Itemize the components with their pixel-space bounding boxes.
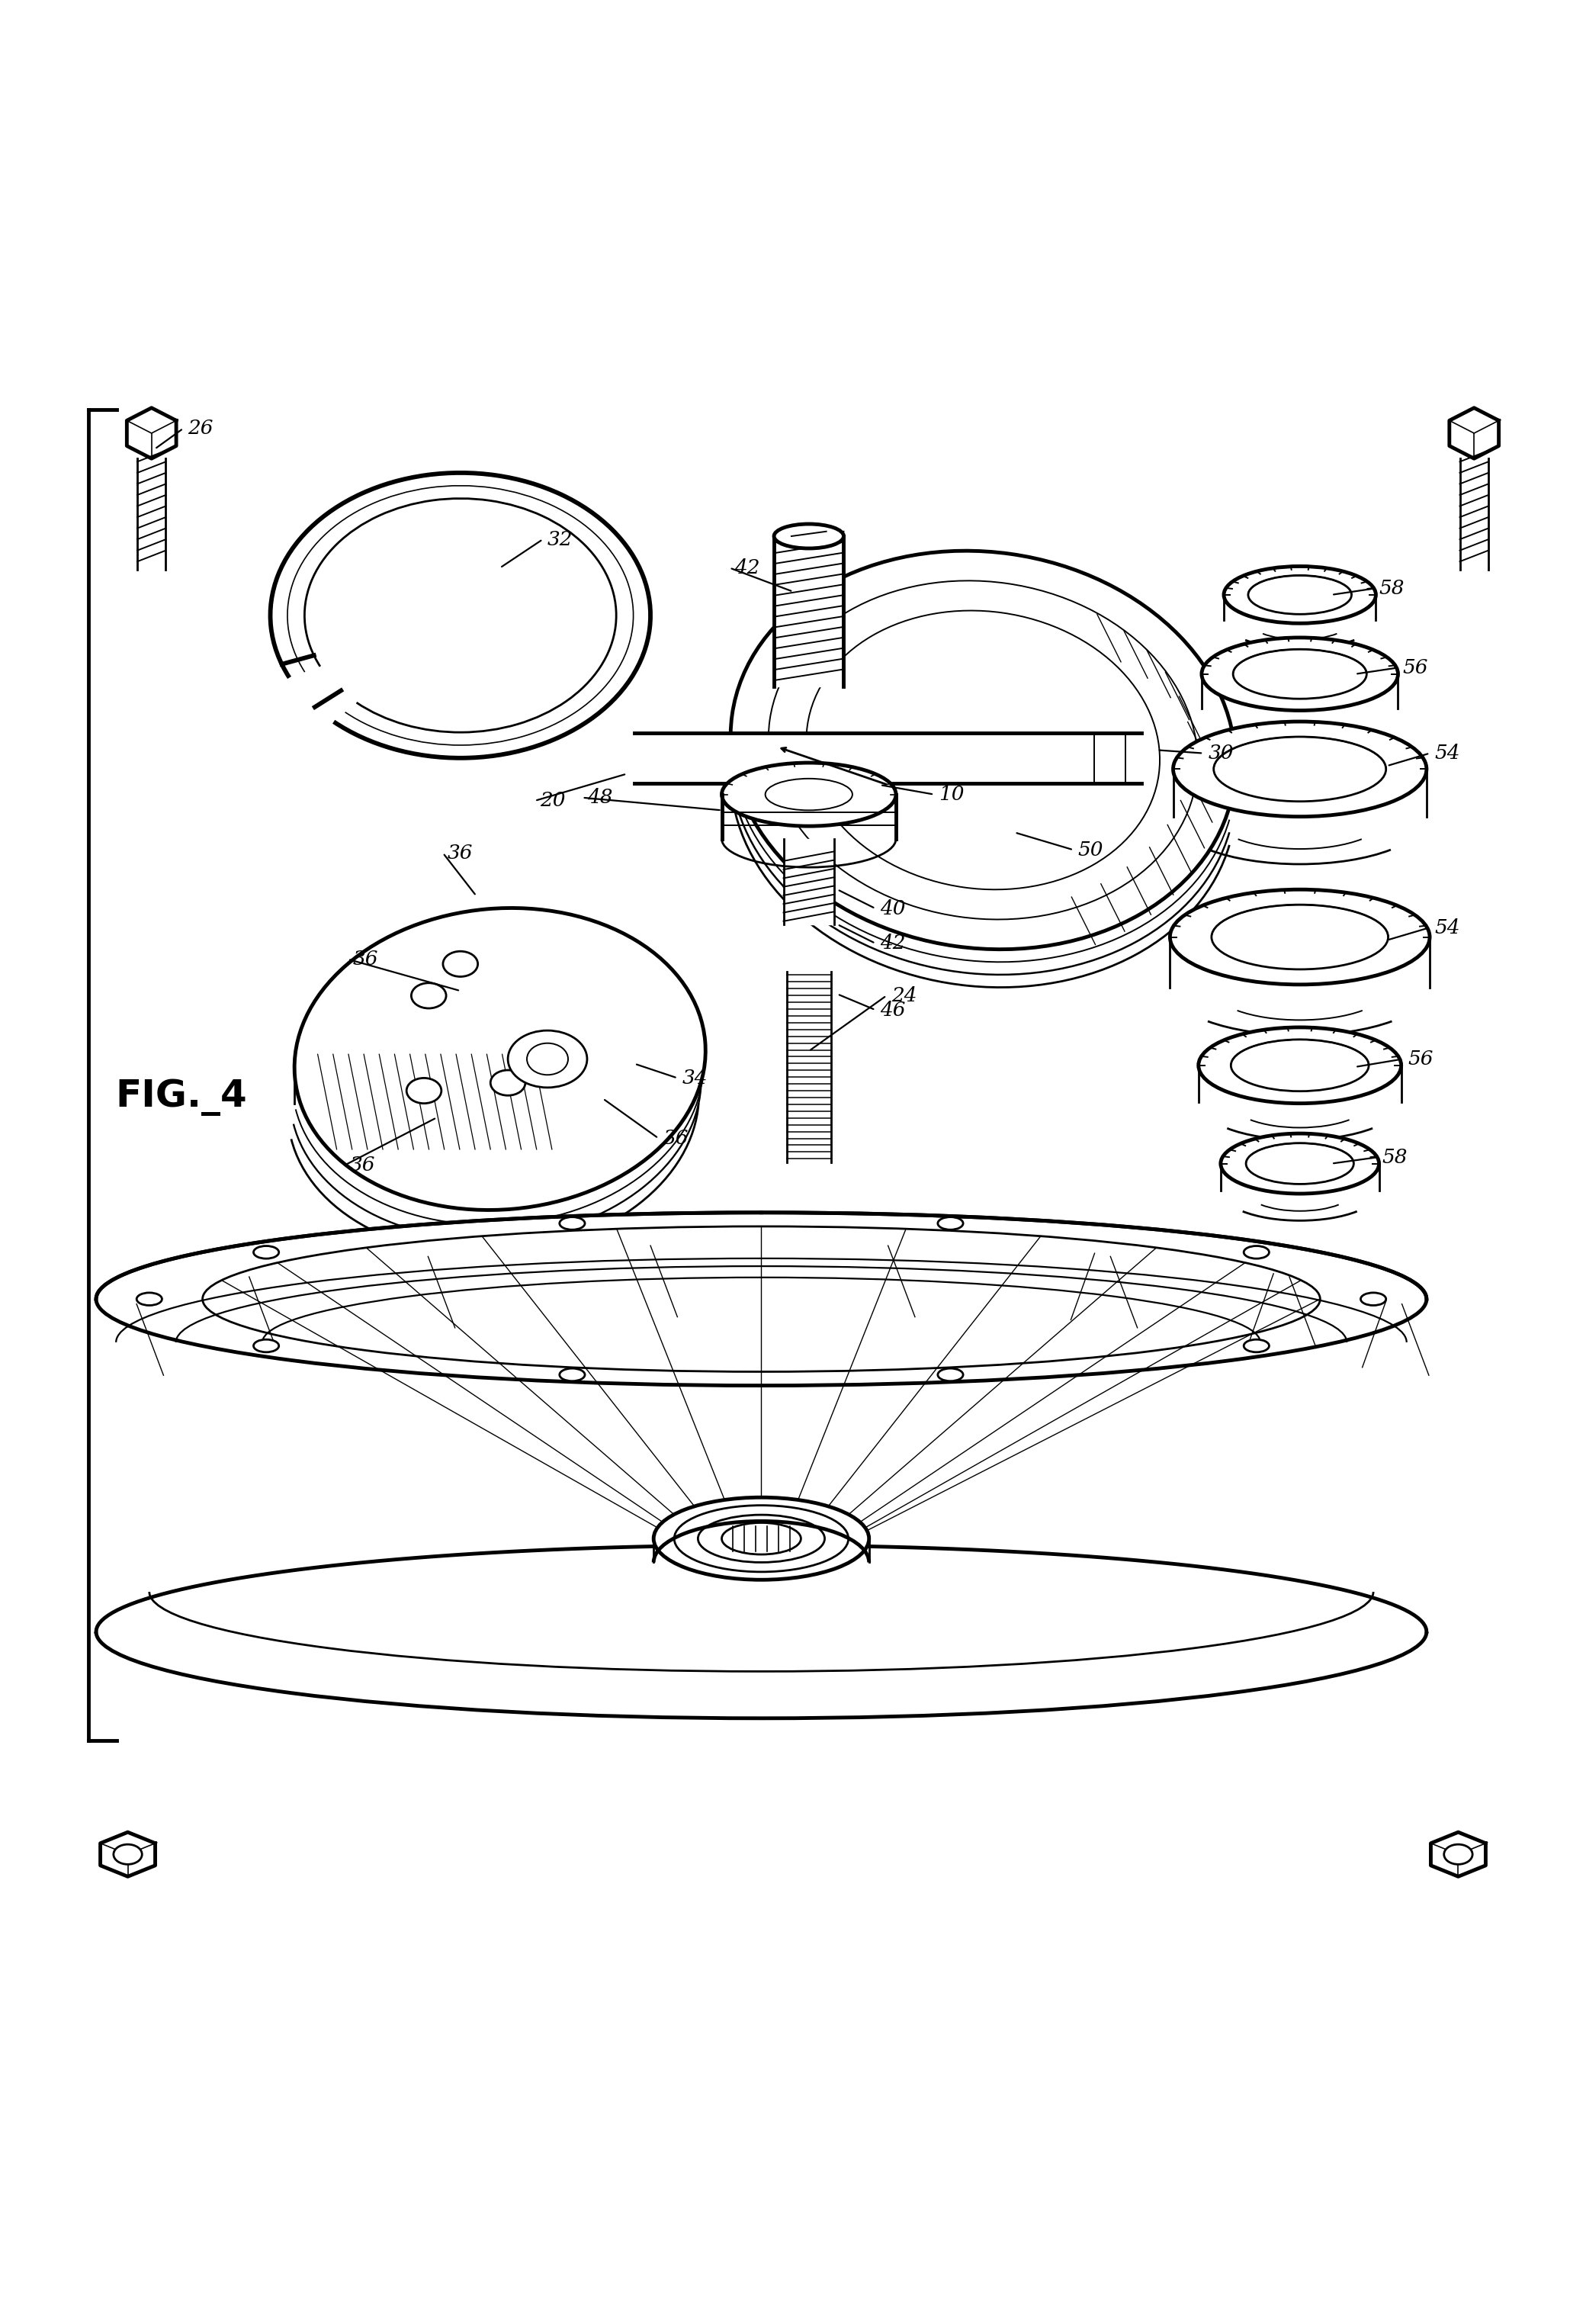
- Text: 36: 36: [447, 844, 473, 862]
- Text: 56: 56: [1407, 1050, 1434, 1069]
- Ellipse shape: [1224, 567, 1377, 623]
- Text: 48: 48: [587, 788, 612, 806]
- Text: 36: 36: [663, 1129, 688, 1148]
- Text: 32: 32: [547, 530, 573, 548]
- Polygon shape: [761, 1213, 1426, 1631]
- Text: 24: 24: [891, 985, 917, 1006]
- Ellipse shape: [1221, 1134, 1380, 1195]
- Ellipse shape: [560, 1369, 585, 1380]
- Ellipse shape: [766, 779, 852, 811]
- Ellipse shape: [722, 762, 896, 825]
- Ellipse shape: [1243, 1246, 1269, 1260]
- Ellipse shape: [1243, 1339, 1269, 1353]
- Ellipse shape: [442, 951, 477, 976]
- Text: FIG._4: FIG._4: [116, 1078, 247, 1116]
- Text: 46: 46: [880, 999, 906, 1020]
- Ellipse shape: [508, 1030, 587, 1088]
- Polygon shape: [138, 458, 167, 569]
- Text: 36: 36: [352, 951, 377, 969]
- Text: 42: 42: [734, 558, 760, 576]
- Ellipse shape: [97, 1213, 1426, 1385]
- Ellipse shape: [1247, 1143, 1354, 1183]
- Text: 42: 42: [880, 934, 906, 953]
- Ellipse shape: [1248, 576, 1351, 614]
- Ellipse shape: [674, 1506, 849, 1571]
- Polygon shape: [1450, 407, 1499, 458]
- Text: 54: 54: [1434, 744, 1461, 762]
- Polygon shape: [787, 971, 831, 1162]
- Ellipse shape: [203, 1227, 1320, 1371]
- Ellipse shape: [1199, 1027, 1400, 1104]
- Text: 10: 10: [939, 786, 964, 804]
- Ellipse shape: [1212, 904, 1388, 969]
- Text: 50: 50: [1078, 841, 1104, 860]
- Ellipse shape: [490, 1069, 525, 1095]
- Ellipse shape: [254, 1339, 279, 1353]
- Ellipse shape: [937, 1369, 963, 1380]
- Ellipse shape: [295, 909, 706, 1211]
- Ellipse shape: [722, 1522, 801, 1555]
- Text: 36: 36: [349, 1155, 374, 1174]
- Text: 40: 40: [880, 899, 906, 918]
- Ellipse shape: [527, 1043, 568, 1076]
- Ellipse shape: [1231, 1039, 1369, 1092]
- Ellipse shape: [136, 1292, 162, 1306]
- Polygon shape: [783, 839, 834, 925]
- Polygon shape: [97, 1213, 761, 1631]
- Ellipse shape: [937, 1218, 963, 1229]
- Polygon shape: [100, 1831, 155, 1875]
- Ellipse shape: [406, 1078, 441, 1104]
- Text: 54: 54: [1434, 918, 1461, 937]
- Ellipse shape: [1170, 890, 1429, 985]
- Ellipse shape: [411, 983, 446, 1009]
- Ellipse shape: [1174, 720, 1426, 816]
- Ellipse shape: [1213, 737, 1386, 802]
- Ellipse shape: [731, 551, 1235, 948]
- Polygon shape: [1459, 458, 1488, 569]
- Polygon shape: [634, 732, 1142, 783]
- Ellipse shape: [653, 1497, 869, 1580]
- Polygon shape: [1431, 1831, 1486, 1875]
- Ellipse shape: [774, 523, 844, 548]
- Text: 58: 58: [1380, 579, 1405, 597]
- Ellipse shape: [1202, 637, 1397, 711]
- Polygon shape: [774, 537, 844, 686]
- Ellipse shape: [1443, 1845, 1472, 1864]
- Polygon shape: [127, 407, 176, 458]
- Text: 56: 56: [1402, 658, 1429, 676]
- Ellipse shape: [254, 1246, 279, 1260]
- Ellipse shape: [1232, 648, 1367, 700]
- Text: 34: 34: [682, 1069, 707, 1088]
- Text: 30: 30: [1209, 744, 1234, 762]
- Ellipse shape: [1361, 1292, 1386, 1306]
- Text: 20: 20: [539, 790, 565, 811]
- Text: 26: 26: [189, 418, 214, 437]
- Ellipse shape: [114, 1845, 143, 1864]
- Ellipse shape: [560, 1218, 585, 1229]
- Ellipse shape: [698, 1515, 825, 1562]
- Text: 58: 58: [1383, 1148, 1408, 1167]
